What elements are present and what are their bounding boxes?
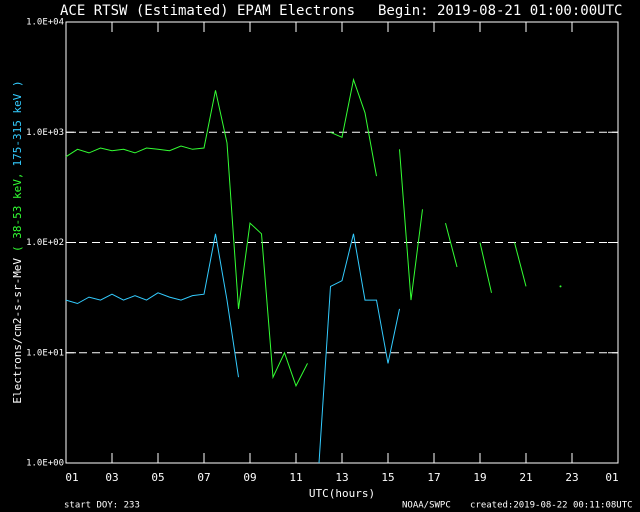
data-line — [399, 149, 423, 301]
data-line — [330, 77, 377, 177]
x-tick-label: 17 — [427, 471, 440, 484]
x-tick-label: 01 — [65, 471, 78, 484]
footer-left: start DOY: 233 — [64, 501, 140, 511]
x-tick-label: 13 — [335, 471, 348, 484]
footer-center: NOAA/SWPC — [402, 501, 451, 511]
y-tick-label: 1.0E+01 — [26, 348, 64, 358]
legend-label: 175-315 keV ) — [11, 80, 24, 166]
y-axis-label: Electrons/cm2-s-sr-MeV — [11, 258, 24, 404]
data-line — [65, 233, 239, 378]
data-line — [65, 90, 308, 388]
y-tick-label: 1.0E+03 — [26, 128, 64, 138]
x-tick-label: 07 — [197, 471, 210, 484]
y-tick-label: 1.0E+02 — [26, 238, 64, 248]
x-tick-label: 19 — [473, 471, 486, 484]
x-tick-label: 01 — [605, 471, 618, 484]
x-tick-label: 23 — [565, 471, 578, 484]
x-tick-label: 05 — [151, 471, 164, 484]
x-tick-label: 11 — [289, 471, 302, 484]
footer-right: created:2019-08-22 00:11:08UTC — [470, 501, 633, 511]
x-tick-label: 15 — [381, 471, 394, 484]
x-tick-label: 09 — [243, 471, 256, 484]
chart-title: ACE RTSW (Estimated) EPAM Electrons — [60, 3, 355, 19]
x-axis-label: UTC(hours) — [309, 487, 375, 500]
y-tick-label: 1.0E+00 — [26, 459, 64, 469]
y-tick-label: 1.0E+04 — [26, 18, 64, 28]
data-line — [445, 222, 458, 268]
x-tick-label: 03 — [105, 471, 118, 484]
y-axis-label-group: Electrons/cm2-s-sr-MeV ( 38-53 keV, 175-31… — [11, 80, 24, 403]
chart-subtitle: Begin: 2019-08-21 01:00:00UTC — [378, 3, 622, 19]
legend-label: ( 38-53 keV, — [11, 172, 24, 251]
data-point — [559, 285, 562, 288]
data-line — [479, 242, 492, 293]
data-line — [514, 242, 527, 287]
data-line — [318, 233, 400, 464]
x-tick-label: 21 — [519, 471, 532, 484]
